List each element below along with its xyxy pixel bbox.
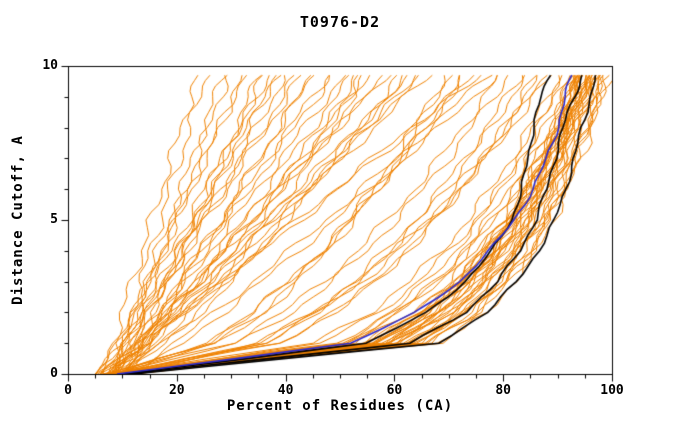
y-tick-label: 0 xyxy=(50,366,58,381)
y-tick-label: 5 xyxy=(50,212,58,227)
x-tick-label: 60 xyxy=(386,383,403,398)
y-tick-label: 10 xyxy=(42,58,58,73)
x-tick-label: 80 xyxy=(495,383,512,398)
chart-title: T0976-D2 xyxy=(299,13,381,31)
x-tick-label: 0 xyxy=(64,383,72,398)
x-tick-label: 100 xyxy=(600,383,624,398)
x-tick-label: 40 xyxy=(277,383,294,398)
x-axis-label: Percent of Residues (CA) xyxy=(226,398,454,414)
x-tick-label: 20 xyxy=(168,383,185,398)
